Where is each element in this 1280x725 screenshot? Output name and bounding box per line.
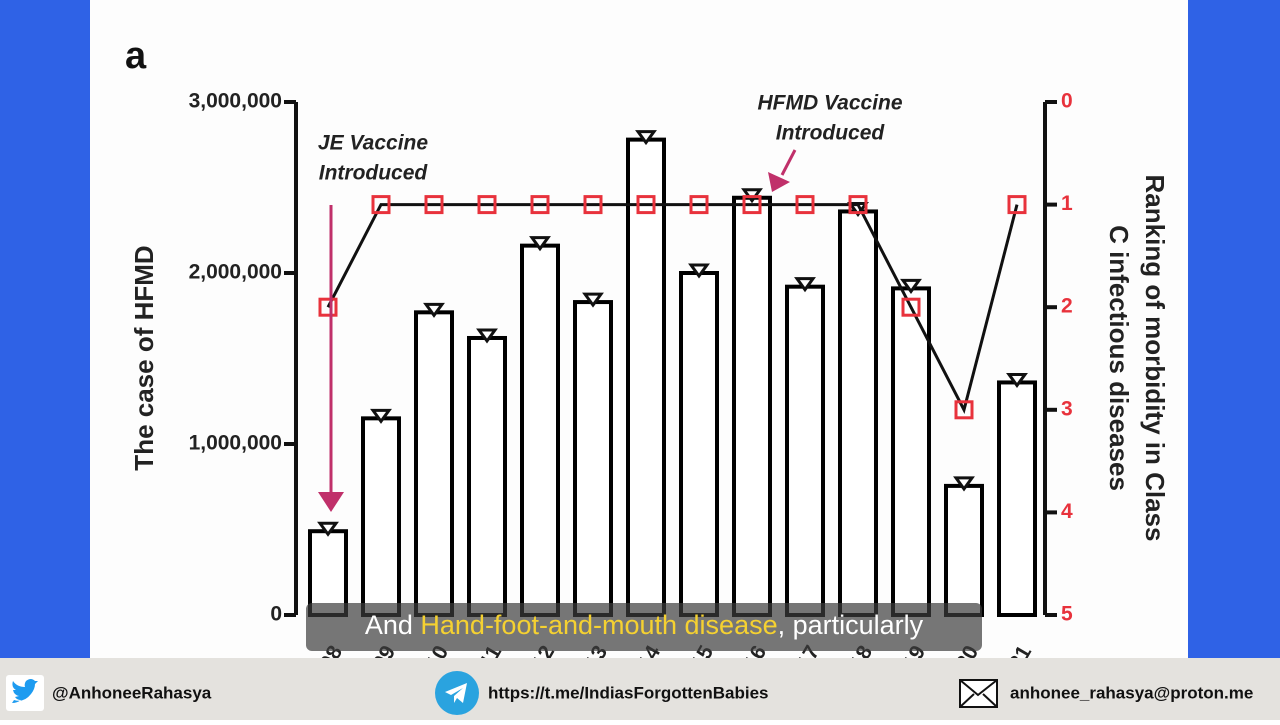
y2-tick-label: 0: [1061, 90, 1073, 113]
ranking-point: [689, 195, 709, 215]
ranking-point: [636, 195, 656, 215]
bar: [679, 271, 719, 617]
bar: [520, 243, 560, 617]
y2-tick-label: 1: [1061, 192, 1073, 215]
y2-tick-label: 2: [1061, 295, 1073, 318]
ranking-point: [371, 195, 391, 215]
bar-marker: [423, 302, 445, 318]
telegram-icon: [435, 671, 479, 715]
y-tick-label: 3,000,000: [189, 90, 282, 113]
bar-marker: [688, 263, 710, 279]
y2-tick-label: 3: [1061, 397, 1073, 420]
subtitle-text: And Hand-foot-and-mouth disease, particu…: [365, 610, 924, 640]
ranking-point: [318, 297, 338, 317]
ranking-point: [583, 195, 603, 215]
bar: [361, 416, 401, 617]
subtitle-part: , particularly: [778, 610, 924, 640]
ranking-point: [424, 195, 444, 215]
bar: [573, 300, 613, 617]
bar-marker: [317, 521, 339, 537]
annotation: Introduced: [776, 122, 886, 145]
bar-marker: [370, 408, 392, 424]
ranking-point: [954, 400, 974, 420]
ranking-point: [530, 195, 550, 215]
bar: [891, 286, 931, 617]
bar: [626, 137, 666, 617]
y2-tick-label: 4: [1061, 500, 1073, 523]
mail-icon-lines: [959, 679, 998, 708]
telegram-link[interactable]: https://t.me/IndiasForgottenBabies: [488, 683, 769, 702]
y-tick-label: 1,000,000: [189, 432, 282, 455]
panel-label: a: [125, 35, 147, 77]
bar-marker: [1006, 372, 1028, 388]
annotation-arrowhead: [318, 492, 344, 512]
bar-marker: [900, 278, 922, 294]
bar: [944, 483, 984, 617]
ranking-point: [477, 195, 497, 215]
bar: [308, 529, 348, 618]
ranking-point: [742, 195, 762, 215]
subtitle-part: Hand-foot-and-mouth disease: [420, 610, 777, 640]
ranking-point: [848, 195, 868, 215]
telegram-plane: [445, 683, 467, 703]
bar: [414, 310, 454, 617]
footer-bar: [0, 658, 1280, 720]
bar-marker: [582, 292, 604, 308]
bar-marker: [476, 328, 498, 344]
y2-axis-label: C infectious diseases: [1104, 225, 1134, 491]
subtitle: And Hand-foot-and-mouth disease, particu…: [306, 603, 982, 651]
subtitle-box: [306, 603, 982, 651]
annotation: JE Vaccine: [318, 132, 428, 155]
y-axis-label: The case of HFMD: [129, 245, 159, 470]
annotation-arrowhead: [768, 172, 790, 192]
bar: [467, 335, 507, 617]
bar-marker: [529, 236, 551, 252]
bar-marker: [953, 476, 975, 492]
annotation: Introduced: [319, 162, 429, 185]
twitter-icon: [12, 679, 38, 703]
bar: [997, 380, 1037, 617]
annotation-arrow: [780, 149, 797, 176]
annotation: HFMD Vaccine: [757, 92, 902, 115]
chart: 0 1,000,000 2,000,000 3,000,000 0 1 2 3 4 5 The ca…: [129, 90, 1170, 674]
ranking-point: [901, 297, 921, 317]
ranking-point: [1007, 195, 1027, 215]
y2-axis-label: Ranking of morbidity in Class: [1140, 175, 1170, 542]
twitter-handle: @AnhoneeRahasya: [52, 683, 212, 702]
bar-marker: [635, 130, 657, 146]
email-address[interactable]: anhonee_rahasya@proton.me: [1010, 683, 1253, 702]
y-tick-label: 2,000,000: [189, 261, 282, 284]
bar: [785, 284, 825, 617]
footer: @AnhoneeRahasya https://t.me/IndiasForgo…: [0, 658, 1280, 720]
y2-tick-label: 5: [1061, 603, 1073, 626]
bar-marker: [794, 277, 816, 293]
y-tick-label: 0: [270, 603, 282, 626]
bar: [732, 195, 772, 617]
bar: [838, 209, 878, 617]
ranking-point: [795, 195, 815, 215]
subtitle-part: And: [365, 610, 421, 640]
